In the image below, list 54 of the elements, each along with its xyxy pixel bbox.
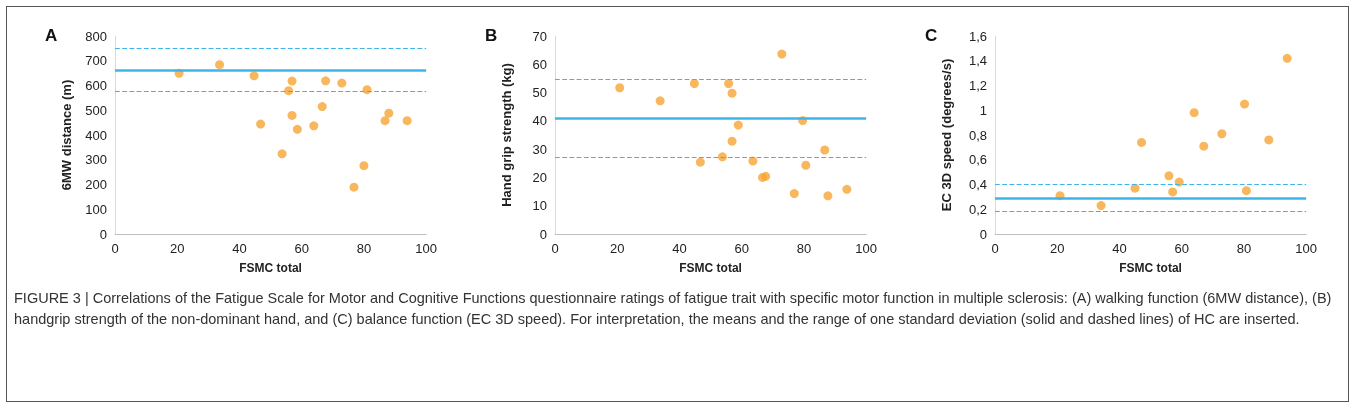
chart-title: C xyxy=(925,26,938,45)
chart-title: A xyxy=(45,26,58,45)
x-tick-label: 0 xyxy=(991,241,999,256)
x-tick-label: 20 xyxy=(170,241,185,256)
caption: FIGURE 3 | Correlations of the Fatigue Scale for Motor and Cognitive Functions questionnaire ratings of fatigue trait with specific motor function in multiple sclerosis: (A) walking function (6MW distance), (B) handgrip strength of the non-dominant hand, and (C) balance function (EC 3D speed). For interpretation, the means and the range of one standard deviation (solid and dashed lines) of HC are inserted. xyxy=(14,289,1333,329)
y-axis-title: EC 3D speed (degrees/s) xyxy=(939,58,954,212)
x-axis-title: FSMC total xyxy=(1119,261,1182,275)
x-axis-title: FSMC total xyxy=(679,261,742,275)
y-tick-label: 1 xyxy=(979,102,987,118)
y-tick-label: 400 xyxy=(85,127,107,143)
x-tick-label: 80 xyxy=(356,241,372,256)
y-tick-label: 70 xyxy=(532,28,547,44)
x-tick-label: 60 xyxy=(734,241,749,256)
chart-title: B xyxy=(485,26,498,45)
x-axis-title: FSMC total xyxy=(239,261,302,275)
x-tick-label: 0 xyxy=(551,241,559,256)
y-tick-label: 0 xyxy=(99,226,107,242)
x-tick-label: 100 xyxy=(855,241,878,256)
y-tick-label: 30 xyxy=(532,141,547,157)
x-tick-label: 40 xyxy=(232,241,247,256)
x-tick-label: 80 xyxy=(796,241,812,256)
x-tick-label: 20 xyxy=(610,241,625,256)
x-tick-label: 100 xyxy=(415,241,438,256)
y-tick-label: 60 xyxy=(532,56,547,72)
x-tick-label: 40 xyxy=(1112,241,1127,256)
x-tick-label: 60 xyxy=(294,241,309,256)
y-tick-label: 200 xyxy=(85,177,107,192)
x-tick-label: 20 xyxy=(1050,241,1065,256)
y-tick-label: 0,6 xyxy=(968,152,987,168)
y-tick-label: 800 xyxy=(85,28,107,44)
y-tick-label: 700 xyxy=(85,53,107,69)
y-tick-label: 500 xyxy=(85,102,107,118)
y-tick-label: 0,4 xyxy=(968,177,987,192)
y-axis-title: Hand grip strength (kg) xyxy=(499,63,514,207)
x-tick-label: 80 xyxy=(1236,241,1252,256)
y-tick-label: 1,2 xyxy=(968,78,987,93)
y-tick-label: 40 xyxy=(532,113,547,129)
y-tick-label: 0,2 xyxy=(968,201,987,217)
x-tick-label: 60 xyxy=(1174,241,1189,256)
y-tick-label: 20 xyxy=(532,169,547,185)
y-tick-label: 1,4 xyxy=(968,53,987,69)
y-tick-label: 0,8 xyxy=(968,127,987,143)
x-tick-label: 40 xyxy=(672,241,687,256)
y-tick-label: 300 xyxy=(85,152,107,168)
y-tick-label: 10 xyxy=(532,198,547,214)
x-tick-label: 100 xyxy=(1295,241,1318,256)
y-tick-label: 100 xyxy=(85,201,107,217)
y-tick-label: 600 xyxy=(85,78,107,93)
y-tick-label: 0 xyxy=(539,226,547,242)
y-axis-title: 6MW distance (m) xyxy=(59,79,74,191)
x-tick-label: 0 xyxy=(111,241,119,256)
y-tick-label: 1,6 xyxy=(968,28,987,44)
y-tick-label: 0 xyxy=(979,226,987,242)
y-tick-label: 50 xyxy=(532,85,547,101)
